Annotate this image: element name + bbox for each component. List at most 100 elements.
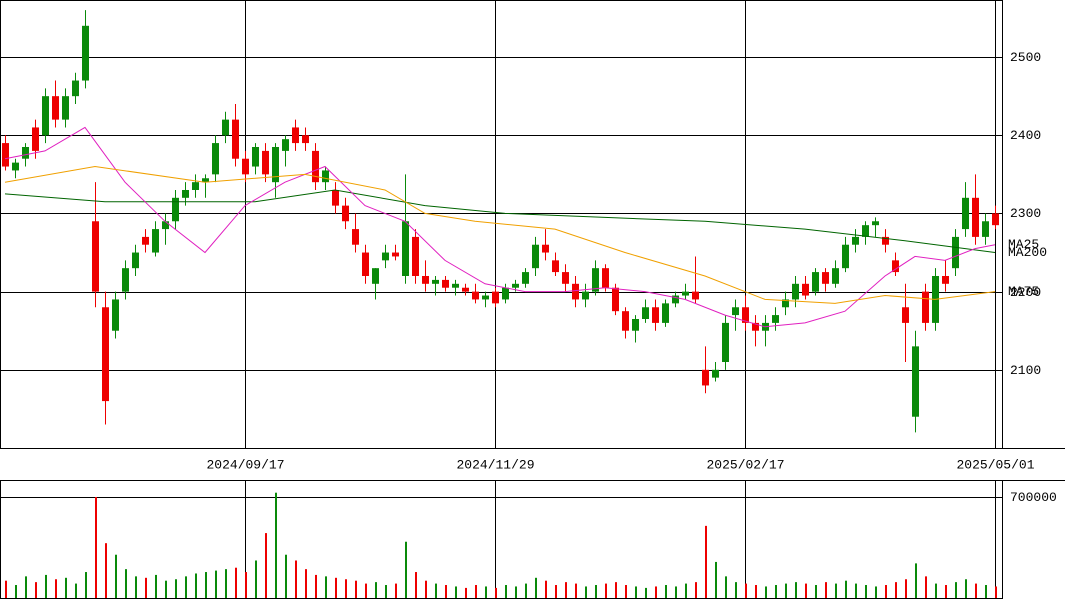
volume-bar (945, 585, 947, 598)
candle-body (272, 146, 279, 183)
candle-body (872, 221, 879, 226)
candle-body (612, 287, 619, 312)
volume-bar (205, 572, 207, 598)
candle-body (812, 272, 819, 292)
candle-body (692, 291, 699, 300)
labels: 2024/09/17 2024/11/29 2025/02/17 2025/05/01… (206, 50, 1056, 505)
volume-bar (425, 580, 427, 598)
volume-bar (355, 580, 357, 598)
marks (2, 10, 999, 598)
candle-body (22, 146, 29, 159)
candle-body (842, 244, 849, 269)
candle-body (302, 135, 309, 144)
volume-bar (535, 577, 537, 598)
volume-bar (445, 585, 447, 598)
volume-bar (345, 579, 347, 598)
volume-bar (785, 583, 787, 598)
volume-bar (845, 580, 847, 598)
volume-bar (525, 583, 527, 598)
candle-body (292, 127, 299, 144)
volume-bar (475, 585, 477, 598)
volume-bar (725, 576, 727, 598)
volume-bar (925, 576, 927, 598)
volume-bar (885, 585, 887, 598)
candle-body (2, 143, 9, 167)
candle-body (282, 139, 289, 151)
y-tick-label: 2100 (1010, 363, 1041, 378)
candle-body (732, 307, 739, 316)
volume-bar (385, 585, 387, 598)
volume-bar (635, 586, 637, 598)
volume-bar (745, 583, 747, 598)
candle-body (252, 146, 259, 167)
candle-body (102, 307, 109, 402)
candle-body (232, 119, 239, 159)
candle-body (412, 236, 419, 276)
candle-body (662, 303, 669, 323)
candle-body (222, 119, 229, 136)
candle-body (202, 178, 209, 183)
volume-bar (155, 574, 157, 598)
line-label: MA200 (1008, 245, 1047, 260)
volume-bar (295, 560, 297, 598)
volume-bar (795, 582, 797, 598)
candle-body (572, 283, 579, 300)
volume-bar (555, 585, 557, 598)
candle-body (62, 96, 69, 120)
volume-bar (655, 586, 657, 598)
volume-bar (265, 533, 267, 598)
candle-body (832, 268, 839, 284)
candle-body (972, 197, 979, 237)
candle-body (452, 283, 459, 288)
candle-body (952, 236, 959, 269)
candle-body (152, 229, 159, 253)
candle-body (592, 268, 599, 292)
candle-body (772, 315, 779, 323)
candle-body (82, 25, 89, 81)
candle-body (342, 205, 349, 222)
candle-body (132, 252, 139, 269)
volume-bar (595, 585, 597, 598)
candle-body (362, 252, 369, 276)
volume-bar (375, 582, 377, 598)
candle-body (442, 279, 449, 288)
candle-body (652, 307, 659, 323)
volume-bar (315, 574, 317, 598)
candle-body (182, 189, 189, 198)
candle-body (622, 311, 629, 331)
volume-bar (695, 582, 697, 598)
candle-body (322, 170, 329, 183)
volume-bar (605, 583, 607, 598)
volume-bar (145, 577, 147, 598)
volume-bar (995, 586, 997, 598)
moving-average-line (4, 126, 996, 328)
candle-body (462, 287, 469, 292)
x-tick-label: 2025/02/17 (706, 457, 784, 472)
candle-body (602, 268, 609, 288)
volume-bar (225, 569, 227, 598)
volume-bar (835, 583, 837, 598)
moving-average-line (4, 165, 996, 304)
candle-body (42, 96, 49, 136)
volume-bar (435, 583, 437, 598)
volume-bar (975, 583, 977, 598)
volume-bar (245, 572, 247, 598)
volume-bar (365, 583, 367, 598)
x-tick-label: 2024/09/17 (206, 457, 284, 472)
volume-bar (675, 586, 677, 598)
y-tick-label: 2300 (1010, 206, 1041, 221)
candle-body (112, 299, 119, 331)
candle-body (642, 307, 649, 319)
candle-body (482, 295, 489, 300)
candle-body (552, 260, 559, 273)
volume-bar (5, 580, 7, 598)
candle-body (862, 225, 869, 237)
volume-bar (395, 583, 397, 598)
volume-bar (915, 563, 917, 598)
candle-body (792, 283, 799, 300)
candle-body (432, 279, 439, 284)
volume-bar (405, 541, 407, 598)
candle-body (52, 96, 59, 120)
candle-body (262, 150, 269, 175)
